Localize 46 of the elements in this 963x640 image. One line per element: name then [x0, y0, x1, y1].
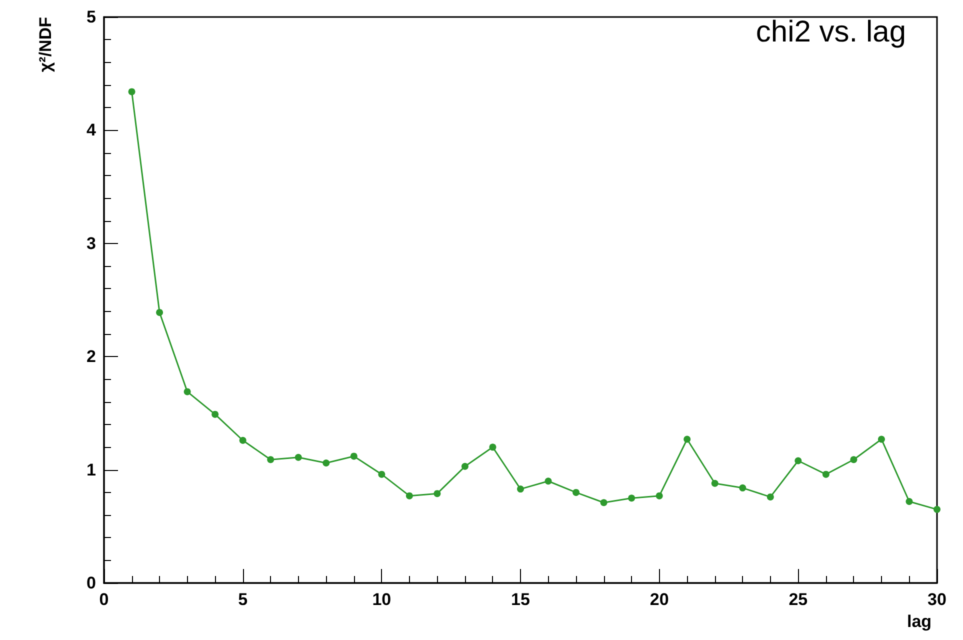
point — [294, 454, 302, 461]
point — [544, 478, 552, 485]
point — [239, 436, 246, 444]
point — [766, 493, 774, 500]
y-tick-label: 5 — [86, 8, 96, 26]
point — [684, 436, 691, 443]
point — [739, 484, 746, 492]
y-tick-label: 2 — [86, 347, 96, 366]
y-tick-label: 1 — [86, 460, 96, 480]
x-tick-label: 25 — [788, 590, 808, 609]
point — [656, 492, 663, 500]
point — [822, 470, 830, 478]
point — [878, 436, 885, 443]
x-tick-label: 5 — [238, 590, 248, 609]
x-tick-label: 15 — [511, 590, 530, 609]
y-tick-label: 0 — [86, 574, 96, 592]
point — [322, 460, 330, 467]
x-tick-label: 20 — [650, 590, 669, 609]
point — [267, 456, 274, 464]
point — [212, 410, 219, 418]
point — [406, 492, 413, 500]
chart-title: chi2 vs. lag — [756, 16, 906, 48]
point — [906, 498, 913, 505]
point — [128, 88, 136, 96]
x-tick-label: 30 — [928, 590, 946, 609]
point — [517, 486, 524, 493]
point — [572, 488, 580, 496]
point — [184, 388, 191, 396]
point — [489, 444, 496, 451]
point — [850, 456, 858, 464]
y-axis-title: χ²/NDF — [36, 17, 55, 72]
point — [794, 457, 802, 464]
y-tick-label: 4 — [86, 120, 97, 140]
point — [934, 506, 940, 513]
point — [378, 470, 386, 478]
x-axis-title: lag — [907, 612, 932, 631]
y-tick-label: 3 — [86, 234, 96, 253]
x-tick-label: 0 — [99, 590, 109, 609]
point — [628, 494, 636, 502]
x-tick-label: 10 — [372, 590, 392, 609]
point — [156, 308, 164, 316]
point — [461, 462, 468, 470]
point — [434, 490, 441, 498]
point — [350, 452, 358, 460]
point — [711, 480, 718, 487]
point — [600, 499, 608, 506]
